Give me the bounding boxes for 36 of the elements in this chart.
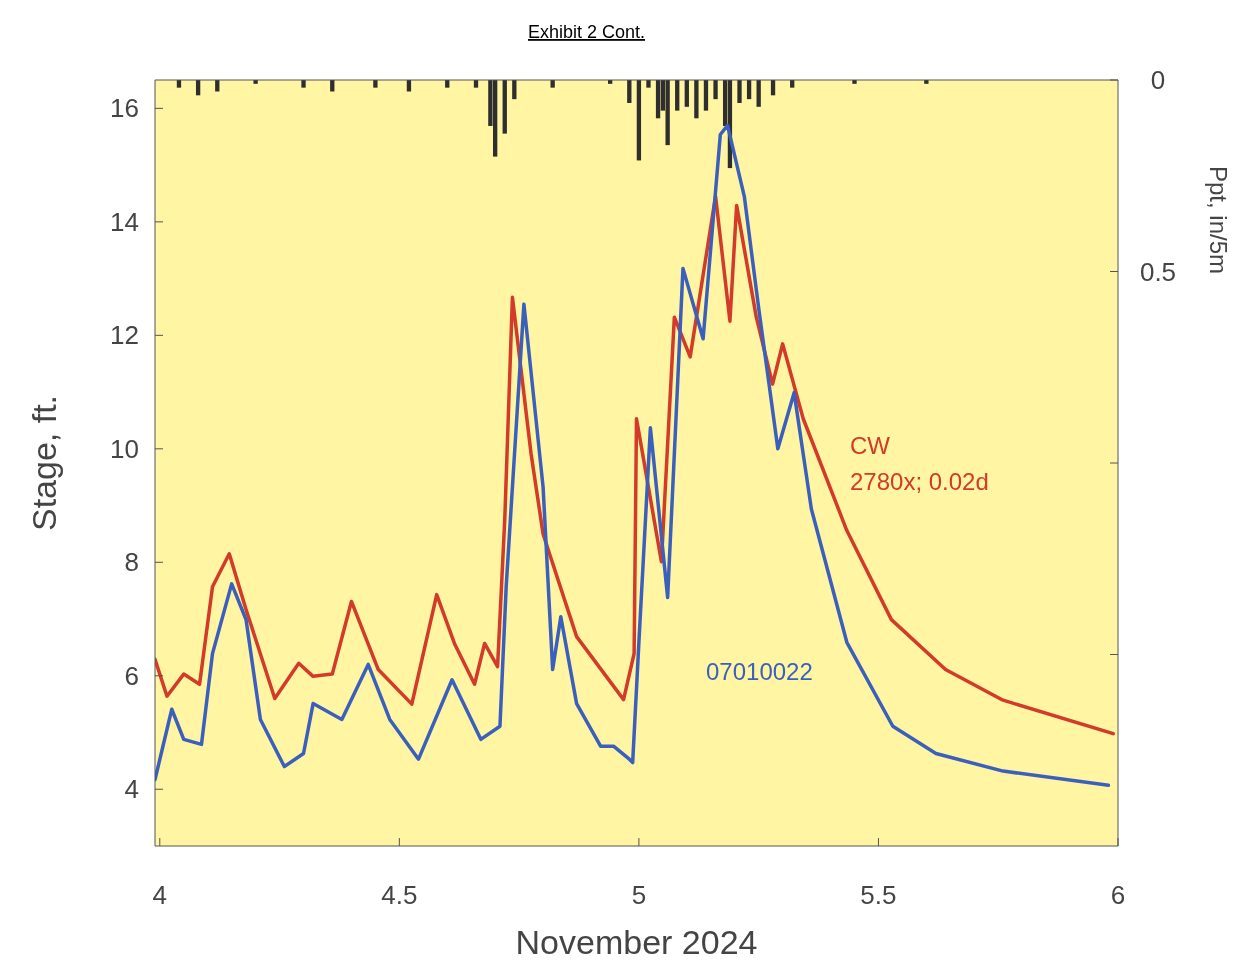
y-tick-label: 10: [110, 433, 139, 464]
y-axis-title: Stage, ft.: [25, 394, 63, 532]
line-series: [155, 123, 1111, 788]
bar: [636, 80, 642, 161]
annotation: 2780x; 0.02d: [850, 468, 989, 495]
y2-tick-label: 0.5: [1139, 256, 1177, 287]
bar: [694, 80, 699, 119]
bar: [655, 80, 661, 119]
series-label: CW: [850, 432, 891, 459]
bar: [301, 80, 306, 88]
x-tick-label: 5.5: [860, 880, 897, 910]
y-tick-label: 6: [124, 660, 139, 691]
bar: [502, 80, 507, 134]
bar: [646, 80, 651, 88]
bar: [737, 80, 742, 103]
bar: [373, 80, 378, 88]
bar: [665, 80, 670, 146]
bar: [684, 80, 689, 107]
x-tick-label: 4: [152, 880, 168, 910]
series-label: 07010022: [706, 658, 813, 685]
y-tick-label: 8: [124, 547, 139, 578]
bar: [703, 80, 709, 111]
bar: [713, 80, 718, 100]
y-tick-label: 16: [110, 93, 139, 124]
y-tick-label: 4: [124, 774, 139, 805]
x-axis-title: November 2024: [515, 923, 758, 961]
bar: [675, 80, 680, 111]
y2-tick-label: 0: [1150, 65, 1166, 95]
y-tick-label: 14: [110, 206, 139, 237]
x-tick-label: 4.5: [381, 880, 418, 910]
bar: [756, 80, 761, 107]
y-tick-label: 12: [110, 320, 139, 351]
x-tick-label: 5: [631, 880, 647, 910]
x-tick-label: 6: [1110, 880, 1126, 910]
y2-axis-title: Ppt, in/5m: [1205, 165, 1232, 275]
chart-title: Exhibit 2 Cont.: [527, 22, 646, 42]
